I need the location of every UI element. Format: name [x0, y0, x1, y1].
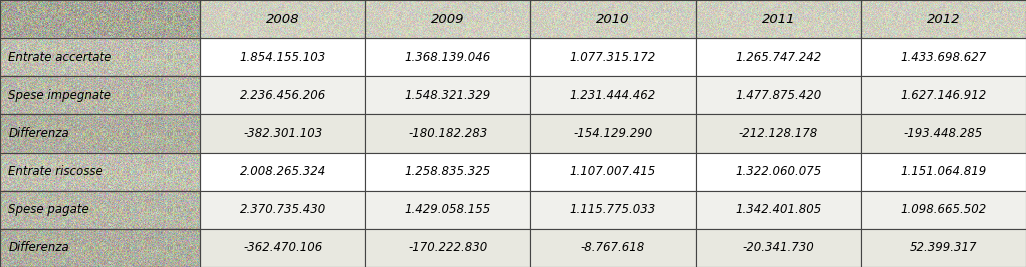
Bar	[530, 0, 696, 38]
Bar	[0, 191, 200, 229]
Bar	[0, 152, 200, 191]
Bar	[0, 0, 200, 38]
Text: -20.341.730: -20.341.730	[743, 241, 814, 254]
Text: -382.301.103: -382.301.103	[243, 127, 322, 140]
Bar	[861, 0, 1026, 38]
Bar	[530, 191, 696, 229]
Text: 2.370.735.430: 2.370.735.430	[239, 203, 326, 216]
Bar	[200, 38, 365, 76]
Bar	[696, 115, 861, 152]
Text: 2011: 2011	[761, 13, 795, 26]
Bar	[861, 76, 1026, 115]
Bar	[0, 76, 200, 115]
Bar	[0, 76, 200, 115]
Bar	[696, 0, 861, 38]
Bar	[0, 38, 200, 76]
Bar	[0, 38, 200, 76]
Bar	[365, 76, 530, 115]
Text: 2.008.265.324: 2.008.265.324	[239, 165, 326, 178]
Bar	[696, 191, 861, 229]
Bar	[696, 0, 861, 38]
Bar	[200, 76, 365, 115]
Bar	[365, 0, 530, 38]
Bar	[365, 0, 530, 38]
Text: 2009: 2009	[431, 13, 465, 26]
Bar	[861, 229, 1026, 267]
Bar	[530, 115, 696, 152]
Text: 1.548.321.329: 1.548.321.329	[404, 89, 491, 102]
Text: -8.767.618: -8.767.618	[581, 241, 645, 254]
Bar	[200, 0, 365, 38]
Bar	[0, 229, 200, 267]
Bar	[0, 115, 200, 152]
Bar	[861, 38, 1026, 76]
Bar	[200, 229, 365, 267]
Text: Entrate riscosse: Entrate riscosse	[8, 165, 103, 178]
Bar	[861, 115, 1026, 152]
Bar	[0, 152, 200, 191]
Bar	[200, 191, 365, 229]
Text: 1.433.698.627: 1.433.698.627	[900, 51, 987, 64]
Text: 1.477.875.420: 1.477.875.420	[735, 89, 822, 102]
Text: 2012: 2012	[926, 13, 960, 26]
Text: 1.322.060.075: 1.322.060.075	[735, 165, 822, 178]
Text: Differenza: Differenza	[8, 127, 69, 140]
Bar	[530, 152, 696, 191]
Text: -170.222.830: -170.222.830	[408, 241, 487, 254]
Text: 2010: 2010	[596, 13, 630, 26]
Bar	[696, 38, 861, 76]
Text: Spese pagate: Spese pagate	[8, 203, 89, 216]
Text: Spese impegnate: Spese impegnate	[8, 89, 111, 102]
Bar	[200, 115, 365, 152]
Text: 1.265.747.242: 1.265.747.242	[735, 51, 822, 64]
Bar	[861, 152, 1026, 191]
Bar	[696, 76, 861, 115]
Bar	[530, 229, 696, 267]
Text: -154.129.290: -154.129.290	[574, 127, 653, 140]
Bar	[0, 0, 200, 38]
Text: 52.399.317: 52.399.317	[910, 241, 977, 254]
Text: 2008: 2008	[266, 13, 300, 26]
Bar	[0, 229, 200, 267]
Bar	[696, 229, 861, 267]
Bar	[200, 152, 365, 191]
Text: 1.368.139.046: 1.368.139.046	[404, 51, 491, 64]
Bar	[0, 115, 200, 152]
Text: 1.854.155.103: 1.854.155.103	[239, 51, 326, 64]
Bar	[365, 38, 530, 76]
Text: 1.231.444.462: 1.231.444.462	[569, 89, 657, 102]
Bar	[861, 191, 1026, 229]
Bar	[530, 38, 696, 76]
Bar	[365, 191, 530, 229]
Text: Differenza: Differenza	[8, 241, 69, 254]
Bar	[365, 152, 530, 191]
Text: 1.107.007.415: 1.107.007.415	[569, 165, 657, 178]
Text: -180.182.283: -180.182.283	[408, 127, 487, 140]
Text: 1.627.146.912: 1.627.146.912	[900, 89, 987, 102]
Text: 1.077.315.172: 1.077.315.172	[569, 51, 657, 64]
Text: 1.342.401.805: 1.342.401.805	[735, 203, 822, 216]
Text: -193.448.285: -193.448.285	[904, 127, 983, 140]
Bar	[0, 191, 200, 229]
Bar	[696, 152, 861, 191]
Bar	[530, 0, 696, 38]
Text: 2.236.456.206: 2.236.456.206	[239, 89, 326, 102]
Text: 1.151.064.819: 1.151.064.819	[900, 165, 987, 178]
Bar	[365, 229, 530, 267]
Text: 1.115.775.033: 1.115.775.033	[569, 203, 657, 216]
Text: Entrate accertate: Entrate accertate	[8, 51, 112, 64]
Bar	[861, 0, 1026, 38]
Text: 1.258.835.325: 1.258.835.325	[404, 165, 491, 178]
Text: -212.128.178: -212.128.178	[739, 127, 818, 140]
Bar	[365, 115, 530, 152]
Text: -362.470.106: -362.470.106	[243, 241, 322, 254]
Bar	[200, 0, 365, 38]
Bar	[530, 76, 696, 115]
Text: 1.098.665.502: 1.098.665.502	[900, 203, 987, 216]
Text: 1.429.058.155: 1.429.058.155	[404, 203, 491, 216]
